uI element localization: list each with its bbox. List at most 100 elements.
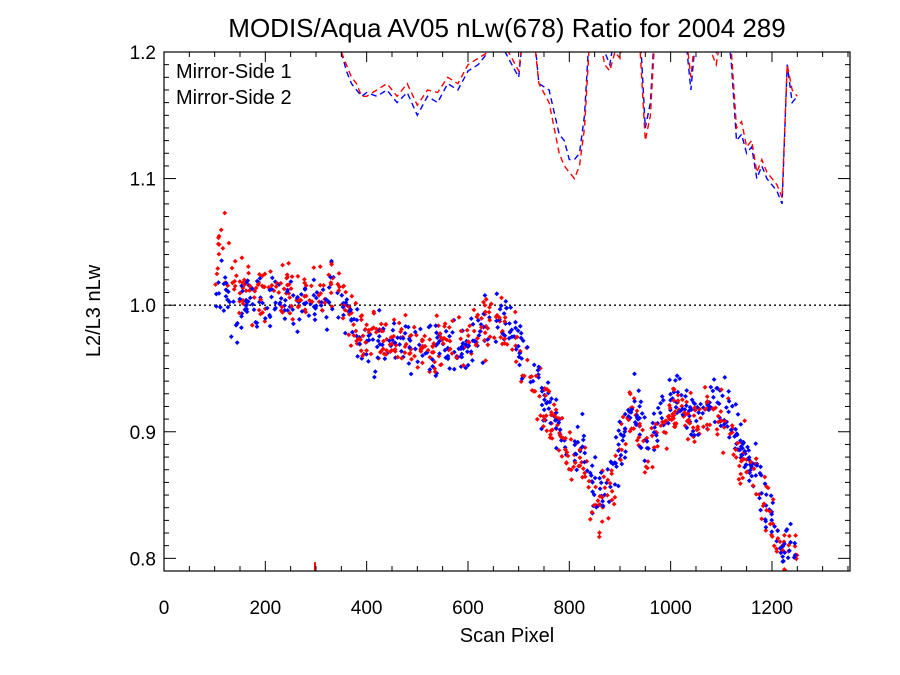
data-point-series-1 [482, 293, 488, 298]
data-point-series-2 [719, 387, 724, 392]
data-point-series-2 [560, 435, 566, 441]
envelope-line-layer [340, 52, 798, 205]
data-point-series-1 [245, 299, 251, 304]
data-point-series-2 [597, 530, 602, 536]
y-tick-label: 1.0 [130, 296, 156, 317]
data-point-series-1 [629, 407, 635, 412]
data-point-series-1 [738, 438, 743, 443]
data-point-series-2 [473, 342, 479, 348]
data-point-series-1 [673, 378, 678, 383]
envelope-line-series-2 [340, 52, 798, 198]
data-point-series-2 [579, 459, 584, 465]
data-point-series-2 [369, 326, 375, 332]
data-point-series-1 [437, 351, 442, 356]
data-point-series-2 [491, 335, 497, 341]
data-point-series-2 [493, 314, 499, 320]
data-point-series-2 [718, 409, 724, 414]
data-point-series-1 [623, 449, 628, 454]
data-point-series-1 [500, 331, 506, 337]
data-point-series-1 [341, 312, 346, 318]
x-axis-ticks: 0 200 400 600 800 1000 1200 [159, 52, 849, 619]
data-point-series-1 [402, 330, 408, 336]
data-point-series-2 [467, 323, 473, 329]
data-point-series-1 [408, 371, 414, 377]
data-point-series-2 [243, 288, 249, 294]
data-point-series-1 [445, 353, 451, 359]
data-point-series-2 [587, 516, 593, 522]
data-point-series-1 [552, 418, 558, 423]
data-point-series-2 [258, 297, 264, 303]
data-point-series-2 [533, 373, 539, 379]
data-point-series-1 [598, 480, 604, 486]
data-point-series-1 [616, 483, 621, 489]
data-point-series-2 [675, 398, 681, 404]
data-point-series-2 [337, 284, 342, 290]
data-point-series-1 [592, 475, 598, 481]
data-point-series-1 [433, 373, 439, 379]
data-point-series-1 [340, 304, 346, 310]
data-point-series-1 [683, 393, 688, 399]
data-point-series-2 [366, 327, 372, 333]
data-point-series-2 [601, 474, 607, 480]
data-point-series-2 [236, 310, 242, 316]
data-point-series-2 [488, 301, 494, 307]
data-point-series-1 [465, 362, 471, 368]
data-point-series-1 [689, 397, 695, 403]
data-point-series-2 [360, 333, 366, 339]
data-point-series-1 [288, 279, 294, 284]
data-point-series-1 [517, 362, 522, 368]
data-point-series-2 [438, 334, 444, 340]
data-point-series-2 [289, 303, 294, 309]
data-point-series-2 [399, 326, 404, 332]
data-point-series-1 [244, 306, 250, 312]
data-point-series-2 [737, 463, 742, 469]
data-point-series-1 [374, 344, 380, 350]
data-point-series-2 [262, 271, 268, 277]
data-point-series-1 [392, 340, 398, 346]
chart-title: MODIS/Aqua AV05 nLw(678) Ratio for 2004 … [228, 13, 785, 43]
data-point-series-2 [237, 279, 243, 284]
data-point-series-1 [688, 432, 694, 437]
data-point-series-1 [792, 572, 797, 577]
data-point-series-1 [787, 548, 792, 554]
data-point-series-2 [751, 466, 757, 472]
data-point-series-1 [463, 365, 469, 371]
data-point-series-2 [534, 416, 540, 422]
data-point-series-1 [311, 277, 317, 283]
data-point-series-2 [685, 436, 691, 442]
data-point-series-2 [502, 336, 508, 342]
data-point-series-1 [442, 347, 448, 353]
data-point-series-2 [216, 251, 222, 257]
data-point-series-1 [553, 445, 559, 451]
data-point-series-2 [520, 373, 525, 379]
data-point-series-1 [616, 442, 621, 447]
data-point-series-1 [612, 482, 618, 487]
data-point-series-1 [553, 397, 559, 403]
data-point-series-2 [634, 408, 640, 414]
data-point-series-2 [360, 353, 365, 359]
data-point-series-1 [638, 399, 644, 405]
data-point-series-1 [740, 445, 745, 451]
data-point-series-1 [225, 289, 231, 295]
data-point-series-1 [667, 377, 672, 383]
data-point-series-2 [415, 365, 421, 370]
data-point-series-1 [788, 521, 793, 527]
data-point-series-2 [541, 424, 546, 429]
data-point-series-2 [549, 412, 554, 418]
data-point-series-1 [478, 322, 484, 327]
data-point-series-1 [250, 301, 255, 307]
data-point-series-2 [383, 351, 389, 357]
data-point-series-1 [695, 432, 701, 438]
data-point-series-2 [418, 348, 424, 354]
data-point-series-1 [572, 442, 578, 448]
data-point-series-2 [237, 290, 243, 296]
data-point-series-2 [336, 288, 342, 293]
data-point-series-2 [627, 428, 633, 434]
data-point-series-2 [260, 310, 265, 315]
data-point-series-1 [380, 342, 385, 348]
data-point-series-2 [667, 405, 673, 411]
data-point-series-1 [406, 361, 412, 366]
data-point-series-1 [366, 359, 371, 364]
data-point-series-1 [712, 419, 718, 425]
x-tick-label: 600 [452, 598, 484, 619]
